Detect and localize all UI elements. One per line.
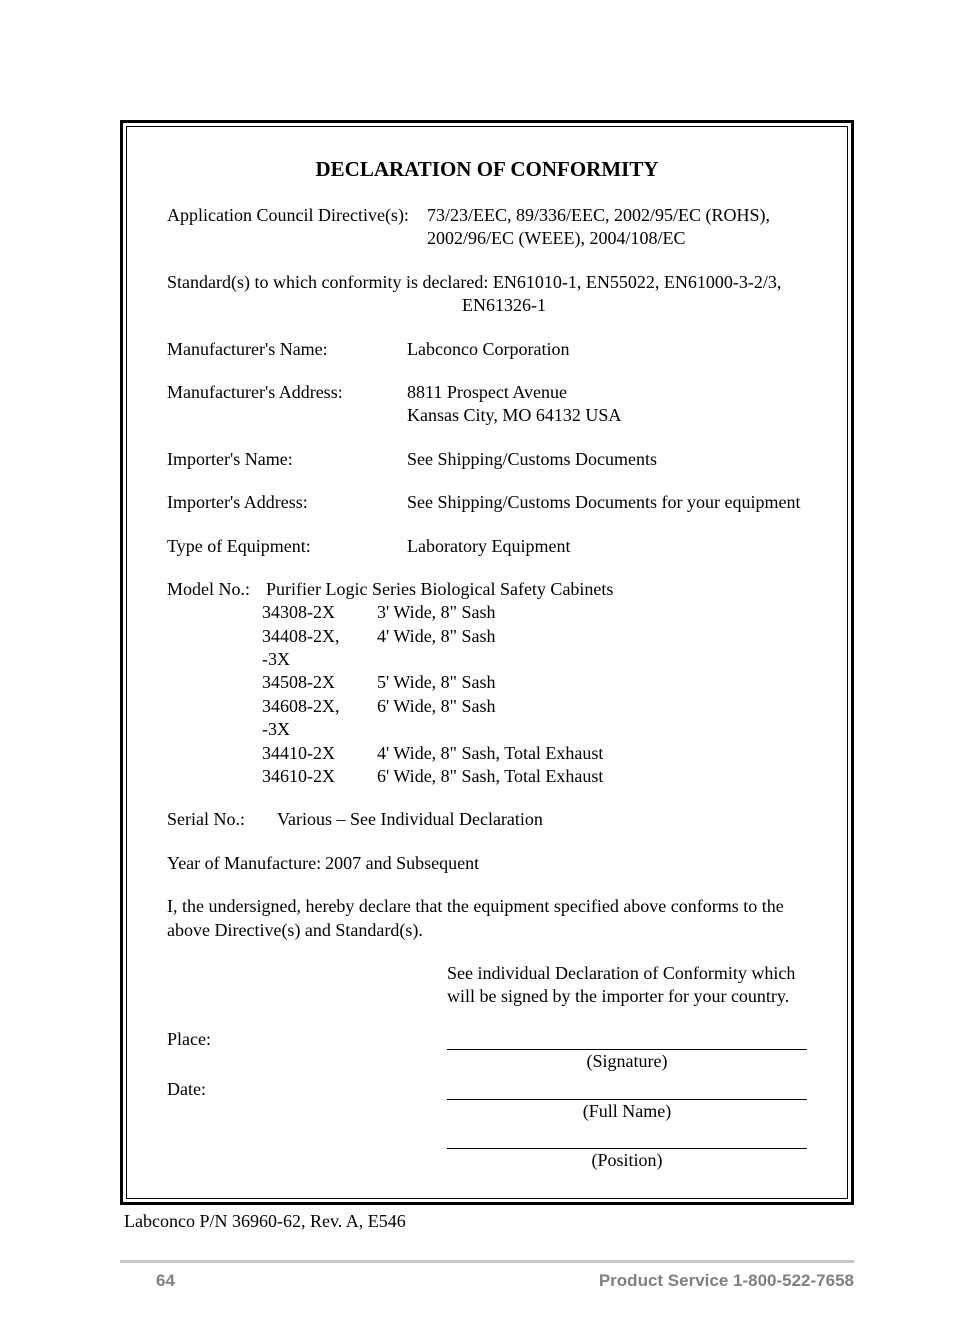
- model-code: 34608-2X, -3X: [167, 695, 347, 742]
- model-desc: 6' Wide, 8" Sash, Total Exhaust: [347, 765, 603, 788]
- importer-name-value: See Shipping/Customs Documents: [407, 448, 657, 471]
- inner-border: DECLARATION OF CONFORMITY Application Co…: [126, 126, 848, 1199]
- document-title: DECLARATION OF CONFORMITY: [167, 157, 807, 182]
- page-number: 64: [156, 1271, 175, 1291]
- standards-block: Standard(s) to which conformity is decla…: [167, 271, 807, 318]
- importer-name-row: Importer's Name: See Shipping/Customs Do…: [167, 448, 807, 471]
- position-caption: (Position): [167, 1149, 807, 1172]
- model-desc: 3' Wide, 8" Sash: [347, 601, 496, 624]
- serial-value: Various – See Individual Declaration: [277, 808, 543, 831]
- importer-address-row: Importer's Address: See Shipping/Customs…: [167, 491, 807, 514]
- model-label: Model No.:: [167, 578, 250, 601]
- footer-service: Product Service 1-800-522-7658: [599, 1271, 854, 1291]
- equipment-type-label: Type of Equipment:: [167, 535, 407, 558]
- standards-line1: Standard(s) to which conformity is decla…: [167, 271, 807, 294]
- model-code: 34410-2X: [167, 742, 347, 765]
- directives-label: Application Council Directive(s):: [167, 204, 427, 251]
- importer-name-label: Importer's Name:: [167, 448, 407, 471]
- equipment-type-value: Laboratory Equipment: [407, 535, 570, 558]
- model-code: 34610-2X: [167, 765, 347, 788]
- document-page: DECLARATION OF CONFORMITY Application Co…: [0, 0, 954, 1331]
- year-label: Year of Manufacture:: [167, 852, 321, 875]
- page-footer: 64 Product Service 1-800-522-7658: [120, 1263, 854, 1291]
- manufacturer-address-label: Manufacturer's Address:: [167, 381, 407, 428]
- signature-line: [447, 1031, 807, 1050]
- manufacturer-name-row: Manufacturer's Name: Labconco Corporatio…: [167, 338, 807, 361]
- manufacturer-address-line1: 8811 Prospect Avenue: [407, 381, 621, 404]
- directives-value: 73/23/EEC, 89/336/EEC, 2002/95/EC (ROHS)…: [427, 204, 807, 251]
- place-label: Place:: [167, 1029, 447, 1050]
- model-desc: 4' Wide, 8" Sash: [347, 625, 496, 672]
- model-header: Purifier Logic Series Biological Safety …: [250, 578, 613, 601]
- equipment-type-row: Type of Equipment: Laboratory Equipment: [167, 535, 807, 558]
- part-number: Labconco P/N 36960-62, Rev. A, E546: [120, 1211, 854, 1232]
- model-block: Model No.: Purifier Logic Series Biologi…: [167, 578, 807, 789]
- manufacturer-address-line2: Kansas City, MO 64132 USA: [407, 404, 621, 427]
- position-line: [447, 1130, 807, 1149]
- directives-row: Application Council Directive(s): 73/23/…: [167, 204, 807, 251]
- declaration-text: I, the undersigned, hereby declare that …: [167, 895, 807, 942]
- manufacturer-address-value: 8811 Prospect Avenue Kansas City, MO 641…: [407, 381, 621, 428]
- manufacturer-address-row: Manufacturer's Address: 8811 Prospect Av…: [167, 381, 807, 428]
- fullname-line: [447, 1081, 807, 1100]
- model-desc: 5' Wide, 8" Sash: [347, 671, 496, 694]
- importer-address-label: Importer's Address:: [167, 491, 407, 514]
- model-code: 34508-2X: [167, 671, 347, 694]
- manufacturer-name-label: Manufacturer's Name:: [167, 338, 407, 361]
- signature-section: Place: (Signature) Date: (Full Name): [167, 1029, 807, 1172]
- serial-row: Serial No.: Various – See Individual Dec…: [167, 808, 807, 831]
- outer-border: DECLARATION OF CONFORMITY Application Co…: [120, 120, 854, 1205]
- serial-label: Serial No.:: [167, 808, 277, 831]
- year-value: 2007 and Subsequent: [325, 852, 479, 875]
- date-label: Date:: [167, 1079, 447, 1100]
- model-code: 34408-2X, -3X: [167, 625, 347, 672]
- signature-caption: (Signature): [167, 1050, 807, 1073]
- year-row: Year of Manufacture: 2007 and Subsequent: [167, 852, 807, 875]
- importer-address-value: See Shipping/Customs Documents for your …: [407, 491, 800, 514]
- fullname-caption: (Full Name): [167, 1100, 807, 1123]
- model-code: 34308-2X: [167, 601, 347, 624]
- model-list: 34308-2X3' Wide, 8" Sash 34408-2X, -3X4'…: [167, 601, 807, 788]
- model-desc: 4' Wide, 8" Sash, Total Exhaust: [347, 742, 603, 765]
- manufacturer-name-value: Labconco Corporation: [407, 338, 569, 361]
- signature-note: See individual Declaration of Conformity…: [167, 962, 807, 1009]
- standards-line2: EN61326-1: [167, 294, 807, 317]
- model-desc: 6' Wide, 8" Sash: [347, 695, 496, 742]
